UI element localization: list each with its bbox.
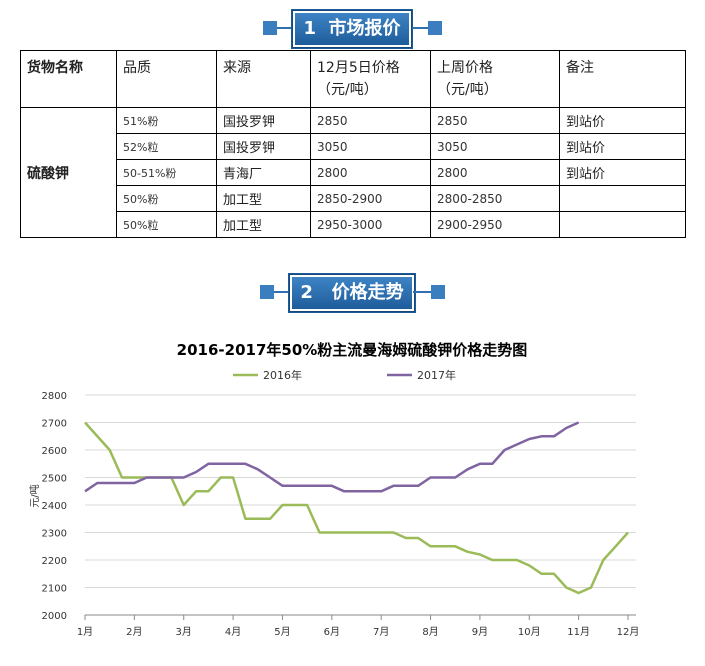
chart-series	[84, 421, 629, 595]
x-tick-label: 2月	[126, 626, 142, 638]
cell-source: 国投罗钾	[216, 107, 311, 134]
x-tick-label: 9月	[472, 626, 488, 638]
y-tick-label: 2600	[42, 446, 67, 457]
price-table: 货物名称 品质 来源 12月5日价格 （元/吨） 上周价格 （元/吨） 备注 硫酸钾…	[20, 50, 686, 238]
header-price-dec5: 12月5日价格 （元/吨）	[310, 50, 431, 108]
header-price-dec5-unit: （元/吨）	[317, 82, 378, 98]
cell-last: 2850	[430, 107, 560, 134]
cell-quality: 50-51%粉	[116, 159, 217, 186]
header-name: 货物名称	[20, 50, 117, 108]
header-rule-right	[412, 27, 434, 29]
legend-label: 2016年	[263, 368, 302, 382]
y-axis-ticks: 2000 2100 2200 2300 2400 2500 2600 2700 2800	[42, 391, 67, 622]
header-note: 备注	[559, 50, 686, 108]
cell-price: 3050	[310, 133, 431, 160]
y-tick-label: 2000	[42, 611, 67, 622]
section-1-header: 1 市场报价	[0, 8, 705, 48]
chart-grid	[85, 394, 636, 616]
section-number: 1	[303, 18, 316, 39]
x-tick-label: 12月	[617, 626, 640, 638]
section-title: 价格走势	[331, 282, 404, 303]
header-price-dec5-label: 12月5日价格	[317, 60, 400, 76]
section-title: 市场报价	[328, 18, 401, 39]
header-last-week-label: 上周价格	[437, 60, 493, 76]
y-axis-label: 元/吨	[28, 484, 41, 507]
series-line-2017	[84, 421, 580, 493]
x-tick-label: 5月	[274, 626, 290, 638]
cell-source: 加工型	[216, 185, 311, 212]
cell-last: 3050	[430, 133, 560, 160]
y-tick-label: 2200	[42, 556, 67, 567]
cell-last: 2800-2850	[430, 185, 560, 212]
header-quality: 品质	[116, 50, 217, 108]
section-2-header: 2 价格走势	[0, 272, 705, 312]
header-square-right	[428, 21, 442, 35]
price-trend-chart: 2016-2017年50%粉主流曼海姆硫酸钾价格走势图 2016年 2017年 2…	[28, 341, 640, 638]
table-row: 50%粉 加工型 2850-2900 2800-2850	[21, 185, 686, 212]
x-tick-label: 6月	[324, 626, 340, 638]
cell-source: 国投罗钾	[216, 133, 311, 160]
cell-note	[559, 185, 686, 212]
cell-quality: 51%粉	[116, 107, 217, 134]
header-rule-left	[270, 291, 292, 293]
y-tick-label: 2400	[42, 501, 67, 512]
x-tick-label: 10月	[518, 626, 541, 638]
product-name: 硫酸钾	[20, 107, 117, 238]
cell-last: 2900-2950	[430, 211, 560, 238]
y-tick-label: 2800	[42, 391, 67, 402]
y-tick-label: 2700	[42, 419, 67, 430]
cell-note: 到站价	[559, 159, 686, 186]
header-rule-right	[413, 291, 435, 293]
header-square-left	[263, 21, 277, 35]
cell-note	[559, 211, 686, 238]
cell-price: 2950-3000	[310, 211, 431, 238]
cell-quality: 50%粒	[116, 211, 217, 238]
header-square-right	[431, 285, 445, 299]
cell-price: 2800	[310, 159, 431, 186]
header-source-label: 来源	[223, 60, 251, 76]
cell-source: 青海厂	[216, 159, 311, 186]
table-row: 50%粒 加工型 2950-3000 2900-2950	[21, 211, 686, 238]
cell-source: 加工型	[216, 211, 311, 238]
section-1-title: 1 市场报价	[292, 10, 412, 48]
x-tick-label: 3月	[176, 626, 192, 638]
section-2-title: 2 价格走势	[289, 274, 415, 312]
x-tick-label: 11月	[567, 626, 590, 638]
cell-price: 2850	[310, 107, 431, 134]
header-last-week-unit: （元/吨）	[437, 82, 498, 98]
cell-note: 到站价	[559, 133, 686, 160]
cell-note: 到站价	[559, 107, 686, 134]
header-source: 来源	[216, 50, 311, 108]
table-row: 50-51%粉 青海厂 2800 2800 到站价	[21, 159, 686, 186]
y-tick-label: 2500	[42, 474, 67, 485]
x-tick-label: 4月	[225, 626, 241, 638]
cell-last: 2800	[430, 159, 560, 186]
header-rule-left	[270, 27, 292, 29]
chart-legend: 2016年 2017年	[233, 368, 456, 382]
x-axis-ticks: 1月 2月 3月 4月 5月 6月 7月 8月 9月 10月 11月 12月	[77, 615, 640, 638]
y-tick-label: 2300	[42, 529, 67, 540]
x-tick-label: 7月	[373, 626, 389, 638]
section-number: 2	[300, 282, 313, 303]
legend-label: 2017年	[417, 368, 456, 382]
x-tick-label: 8月	[422, 626, 438, 638]
table-row: 硫酸钾 51%粉 国投罗钾 2850 2850 到站价	[20, 107, 686, 238]
cell-quality: 52%粒	[116, 133, 217, 160]
cell-price: 2850-2900	[310, 185, 431, 212]
series-line-2016	[84, 421, 629, 595]
header-square-left	[260, 285, 274, 299]
table-header-row: 货物名称 品质 来源 12月5日价格 （元/吨） 上周价格 （元/吨） 备注	[20, 50, 686, 108]
x-tick-label: 1月	[77, 626, 93, 638]
chart-title: 2016-2017年50%粉主流曼海姆硫酸钾价格走势图	[177, 341, 528, 359]
header-last-week: 上周价格 （元/吨）	[430, 50, 560, 108]
y-tick-label: 2100	[42, 584, 67, 595]
cell-quality: 50%粉	[116, 185, 217, 212]
table-row: 52%粒 国投罗钾 3050 3050 到站价	[21, 133, 686, 160]
